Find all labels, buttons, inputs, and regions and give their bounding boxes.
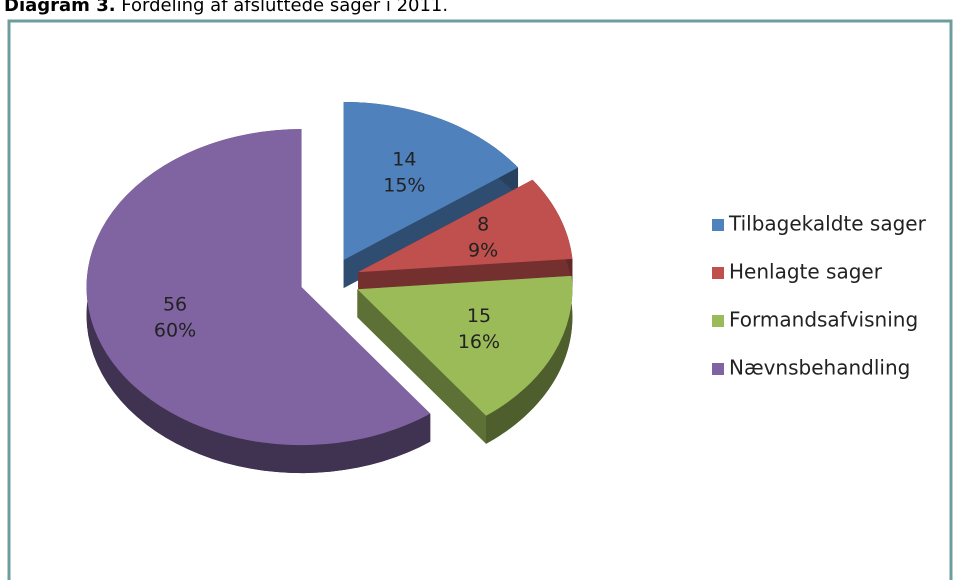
- slice-tops: [86, 101, 573, 446]
- legend-label: Henlagte sager: [729, 260, 883, 284]
- slice: [358, 179, 573, 273]
- data-label-percent: 15%: [383, 174, 425, 196]
- slice: [343, 101, 519, 260]
- legend-swatch: [712, 219, 724, 231]
- legend-swatch: [712, 363, 724, 375]
- slice-side: [486, 275, 573, 444]
- slice-wall: [357, 289, 487, 444]
- legend-label: Tilbagekaldte sager: [728, 212, 927, 236]
- chart-title-text: Fordeling af afsluttede sager i 2011.: [121, 0, 448, 16]
- data-label-percent: 60%: [154, 319, 196, 341]
- slice: [357, 275, 573, 416]
- chart-frame: [7, 19, 953, 580]
- chart-title: Diagram 3. Fordeling af afsluttede sager…: [4, 0, 448, 16]
- legend-swatch: [712, 315, 724, 327]
- slice: [86, 129, 431, 446]
- data-label: 8: [477, 214, 489, 236]
- chart-title-bold: Diagram 3.: [4, 0, 116, 16]
- data-label-percent: 16%: [458, 331, 500, 353]
- data-label: 56: [163, 293, 187, 315]
- data-label: 15: [467, 305, 491, 327]
- slice-side: [86, 129, 431, 474]
- data-label-percent: 9%: [468, 240, 498, 262]
- legend-swatch: [712, 267, 724, 279]
- legend-label: Nævnsbehandling: [729, 356, 910, 380]
- data-label: 14: [392, 148, 416, 170]
- legend-label: Formandsafvisning: [729, 308, 918, 332]
